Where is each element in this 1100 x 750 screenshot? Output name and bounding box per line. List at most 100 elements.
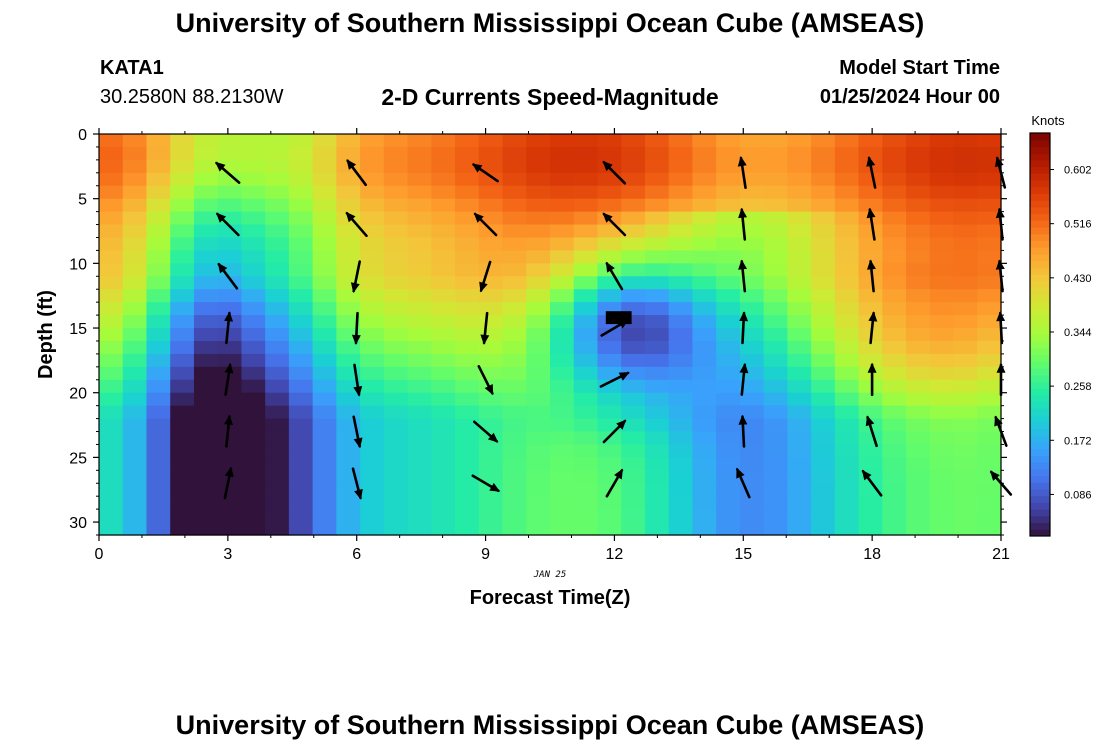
heatmap-cell (146, 353, 171, 368)
heatmap-cell (811, 302, 836, 316)
heatmap-cell (241, 328, 266, 342)
heatmap-cell (312, 392, 337, 407)
heatmap-cell (906, 522, 931, 536)
heatmap-cell (716, 263, 741, 277)
heatmap-cell (906, 172, 931, 187)
heatmap-cell (146, 496, 171, 510)
heatmap-cell (739, 185, 765, 200)
current-vector-arrows (215, 156, 1013, 500)
heatmap-cell (621, 237, 646, 252)
heatmap-cell (573, 211, 599, 226)
current-arrow (739, 362, 749, 396)
heatmap-cell (834, 289, 860, 303)
heatmap-cell (478, 353, 504, 368)
heatmap-cell (668, 276, 694, 290)
heatmap-cell (906, 483, 931, 497)
heatmap-cell (977, 134, 1002, 148)
y-tick-label: 10 (69, 256, 87, 273)
heatmap-cell (99, 496, 124, 510)
heatmap-cell (478, 444, 504, 458)
heatmap-cell (811, 366, 836, 381)
heatmap-cell (265, 134, 290, 148)
heatmap-cell (241, 263, 266, 277)
heatmap-cell (431, 276, 456, 290)
heatmap-cell (858, 353, 883, 368)
heatmap-cell (692, 185, 717, 200)
colorbar-segment (1030, 200, 1050, 208)
heatmap-cell (502, 379, 527, 394)
heatmap-cell (217, 444, 243, 458)
heatmap-cell (716, 289, 741, 303)
heatmap-cell (550, 444, 575, 458)
heatmap-cell (692, 146, 717, 161)
heatmap-cell (644, 483, 670, 497)
heatmap-cell (621, 211, 646, 226)
heatmap-cell (526, 146, 551, 161)
heatmap-cell (336, 289, 361, 303)
heatmap-cell (312, 509, 337, 523)
heatmap-cell (99, 457, 124, 471)
heatmap-cell (882, 366, 907, 381)
heatmap-cell (288, 302, 314, 316)
heatmap-cell (668, 211, 694, 226)
heatmap-cell (383, 483, 409, 497)
heatmap-cell (763, 185, 788, 200)
heatmap-cell (265, 276, 290, 290)
colorbar-segment (1030, 133, 1050, 141)
heatmap-cell (431, 522, 456, 536)
colorbar-segment (1030, 361, 1050, 369)
heatmap-cell (763, 392, 788, 407)
heatmap-cell (383, 237, 409, 252)
heatmap-cell (929, 457, 955, 471)
heatmap-cell (288, 444, 314, 458)
heatmap-cell (906, 366, 931, 381)
heatmap-cell (526, 431, 551, 446)
heatmap-cell (455, 366, 480, 381)
heatmap-cell (929, 483, 955, 497)
heatmap-cell (336, 392, 361, 407)
colorbar-tick-label: 0.430 (1064, 273, 1092, 285)
heatmap-cell (573, 522, 599, 536)
heatmap-cell (217, 431, 243, 446)
heatmap-cell (953, 483, 978, 497)
heatmap-cell (621, 224, 646, 239)
heatmap-cell (977, 392, 1002, 407)
heatmap-cell (716, 134, 741, 148)
heatmap-cell (288, 185, 314, 200)
heatmap-cell (621, 431, 646, 446)
heatmap-cell (478, 509, 504, 523)
heatmap-cell (977, 237, 1002, 252)
heatmap-cell (360, 185, 385, 200)
heatmap-cell (834, 405, 860, 420)
heatmap-cell (644, 146, 670, 161)
heatmap-cell (811, 392, 836, 407)
heatmap-cell (265, 353, 290, 368)
heatmap-cell (360, 457, 385, 471)
heatmap-cell (312, 276, 337, 290)
current-arrow (605, 261, 624, 291)
heatmap-cell (834, 211, 860, 226)
y-tick-label: 30 (69, 515, 87, 532)
colorbar-segment (1030, 502, 1050, 510)
heatmap-cell (360, 509, 385, 523)
heatmap-cell (288, 483, 314, 497)
heatmap-cell (550, 172, 575, 187)
heatmap-cell (383, 418, 409, 433)
heatmap-cell (977, 263, 1002, 277)
heatmap-cell (502, 509, 527, 523)
heatmap-cell (99, 379, 124, 394)
current-arrow (867, 362, 877, 397)
heatmap-cell (621, 457, 646, 471)
heatmap-cell (360, 211, 385, 226)
heatmap-cell (193, 134, 219, 148)
heatmap-cell (644, 250, 670, 264)
heatmap-cell (217, 172, 243, 187)
heatmap-cell (739, 405, 765, 420)
heatmap-cell (360, 302, 385, 316)
heatmap-cell (644, 366, 670, 381)
heatmap-cell (692, 418, 717, 433)
heatmap-cell (597, 444, 622, 458)
heatmap-cell (312, 211, 337, 226)
heatmap-cell (193, 328, 219, 342)
heatmap-cell (834, 353, 860, 368)
